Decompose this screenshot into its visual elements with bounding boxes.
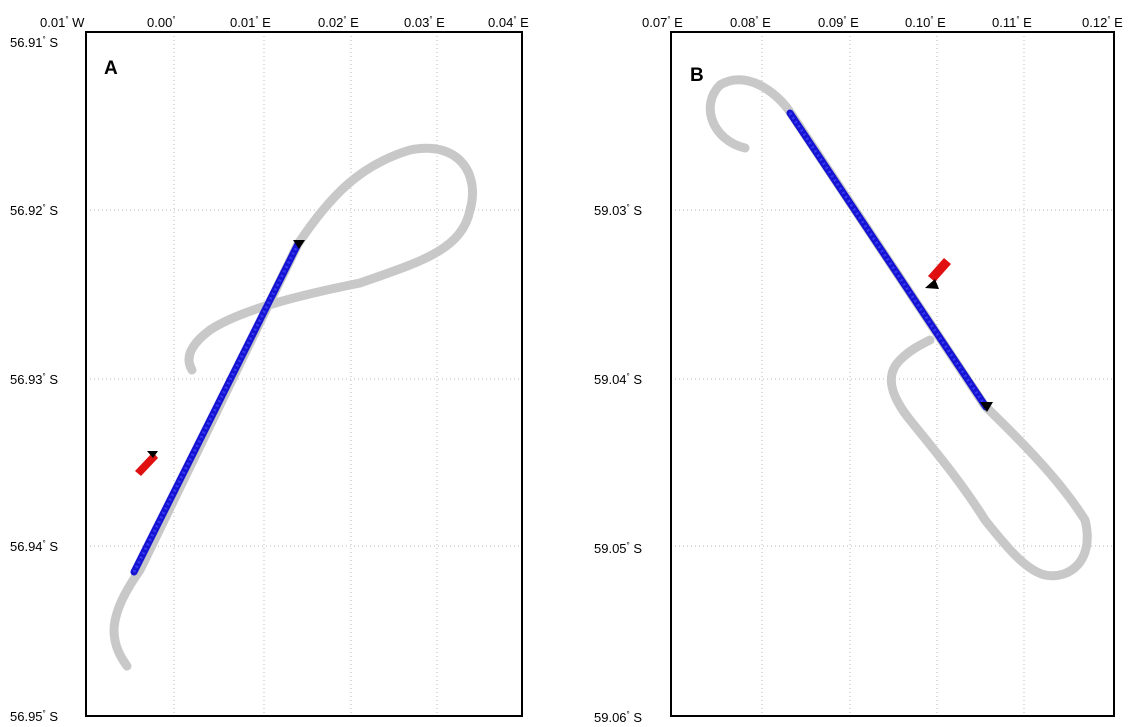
panel-a-frame bbox=[85, 31, 523, 717]
lon-tick-label: 0.01° E bbox=[230, 15, 271, 30]
lon-tick-label: 0.00° bbox=[147, 15, 176, 30]
panel-b-ship-track bbox=[705, 75, 1092, 581]
panel-b-end-marker bbox=[980, 402, 993, 412]
lon-tick-label: 0.03° E bbox=[404, 15, 445, 30]
panel-a-lat-ticks: 56.91° S 56.92° S 56.93° S 56.94° S 56.9… bbox=[10, 35, 58, 724]
panel-b-lon-ticks: 0.07° E 0.08° E 0.09° E 0.10° E 0.11° E … bbox=[642, 15, 1123, 30]
lon-tick-label: 0.12° E bbox=[1082, 15, 1123, 30]
panel-a-ship-track bbox=[109, 143, 477, 671]
panel-b-label: B bbox=[690, 65, 704, 86]
lat-tick-label: 56.91° S bbox=[10, 35, 58, 50]
panel-b-frame bbox=[670, 31, 1115, 717]
lon-tick-label: 0.11° E bbox=[992, 15, 1032, 30]
lon-tick-label: 0.01° W bbox=[40, 15, 85, 30]
lat-tick-label: 56.94° S bbox=[10, 539, 58, 554]
lat-tick-label: 56.95° S bbox=[10, 709, 58, 724]
lon-tick-label: 0.09° E bbox=[818, 15, 859, 30]
panel-a-lon-ticks: 0.01° W 0.00° 0.01° E 0.02° E 0.03° E 0.… bbox=[40, 15, 529, 30]
panel-a: A 0.01° W 0.00° 0.01° E 0.02° E 0.03° E … bbox=[10, 15, 529, 724]
lat-tick-label: 56.92° S bbox=[10, 203, 58, 218]
lat-tick-label: 59.04° S bbox=[594, 372, 642, 387]
panel-a-end-marker bbox=[293, 240, 305, 249]
panel-a-grid bbox=[86, 32, 522, 716]
panel-b: B 0.07° E 0.08° E 0.09° E 0.10° E 0.11° … bbox=[594, 15, 1123, 725]
panel-b-ship-icon bbox=[925, 258, 951, 289]
lon-tick-label: 0.08° E bbox=[730, 15, 771, 30]
lon-tick-label: 0.07° E bbox=[642, 15, 683, 30]
panel-b-lat-ticks: 59.03° S 59.04° S 59.05° S 59.06° S bbox=[594, 203, 642, 725]
lon-tick-label: 0.10° E bbox=[905, 15, 946, 30]
lat-tick-label: 56.93° S bbox=[10, 372, 58, 387]
panel-a-ship-icon bbox=[135, 451, 158, 476]
lon-tick-label: 0.02° E bbox=[318, 15, 359, 30]
panel-a-label: A bbox=[104, 58, 118, 79]
lat-tick-label: 59.03° S bbox=[594, 203, 642, 218]
lat-tick-label: 59.05° S bbox=[594, 541, 642, 556]
lat-tick-label: 59.06° S bbox=[594, 710, 642, 725]
lon-tick-label: 0.04° E bbox=[488, 15, 529, 30]
